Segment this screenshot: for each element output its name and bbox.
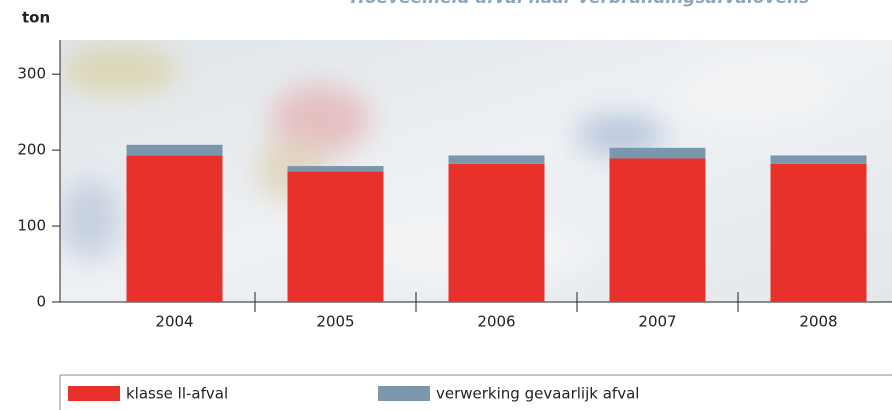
x-tick-label: 2007: [638, 313, 676, 331]
bar-segment: [770, 155, 867, 164]
bar-segment: [287, 166, 384, 172]
y-tick-label: 300: [17, 65, 46, 83]
x-tick-label: 2004: [155, 313, 193, 331]
x-tick-label: 2005: [316, 313, 354, 331]
bar-segment: [609, 158, 706, 302]
y-axis-label: ton: [22, 9, 50, 27]
x-tick-label: 2006: [477, 313, 515, 331]
y-tick-label: 200: [17, 141, 46, 159]
bar-segment: [126, 144, 223, 156]
bar-segment: [609, 147, 706, 159]
y-tick-label: 0: [36, 293, 46, 311]
legend-label: verwerking gevaarlijk afval: [436, 385, 639, 403]
x-tick-label: 2008: [799, 313, 837, 331]
legend-swatch: [378, 386, 430, 401]
legend-swatch: [68, 386, 120, 401]
legend-label: klasse ll-afval: [126, 385, 228, 403]
y-tick-label: 100: [17, 217, 46, 235]
bar-segment: [126, 155, 223, 302]
chart-title: Hoeveelheid afval naar verbrandingsafval…: [351, 0, 810, 8]
bar-segment: [770, 163, 867, 302]
bar-segment: [448, 163, 545, 302]
bar-segment: [448, 155, 545, 164]
bar-segment: [287, 171, 384, 302]
